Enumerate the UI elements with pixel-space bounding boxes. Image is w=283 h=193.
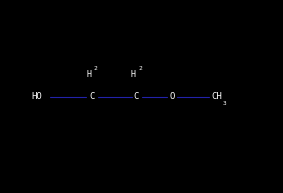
Text: C: C xyxy=(89,92,95,101)
Text: 3: 3 xyxy=(222,101,226,106)
Text: O: O xyxy=(170,92,175,101)
Text: CH: CH xyxy=(211,92,222,101)
Text: 2: 2 xyxy=(138,66,142,71)
Text: C: C xyxy=(134,92,139,101)
Text: H: H xyxy=(86,70,91,79)
Text: H: H xyxy=(130,70,136,79)
Text: 2: 2 xyxy=(94,66,98,71)
Text: HO: HO xyxy=(31,92,42,101)
